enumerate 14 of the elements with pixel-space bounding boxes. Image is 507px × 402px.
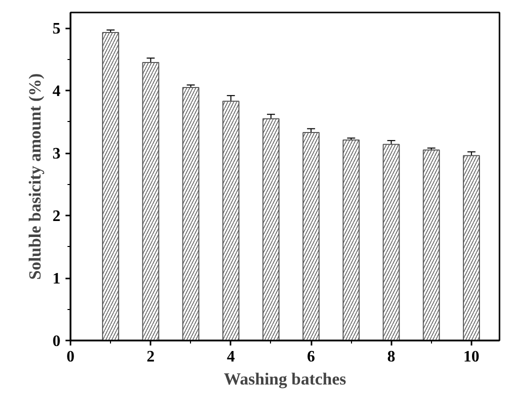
x-tick-label: 10	[463, 348, 480, 366]
y-tick-label: 0	[52, 333, 60, 350]
y-axis-title: Soluble basicity amount (%)	[26, 73, 44, 280]
x-tick-label: 8	[387, 348, 396, 366]
x-tick-label: 6	[307, 348, 316, 366]
y-tick-label: 2	[52, 208, 60, 226]
x-tick-label: 2	[146, 348, 155, 366]
y-tick-label: 4	[52, 83, 60, 100]
x-axis-title: Washing batches	[224, 370, 347, 388]
y-tick-label: 1	[52, 270, 60, 288]
y-tick-label: 5	[52, 20, 60, 38]
y-tick-label: 3	[52, 146, 60, 163]
x-tick-label: 4	[226, 348, 235, 366]
x-tick-label: 0	[66, 348, 74, 366]
